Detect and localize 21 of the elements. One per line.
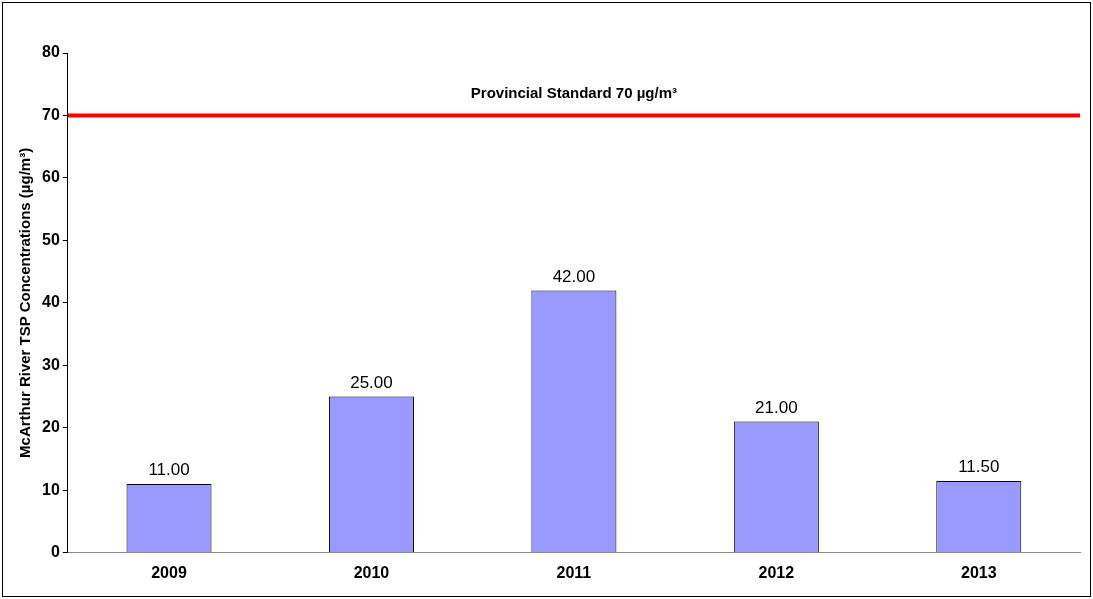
y-tick-label: 70 — [42, 105, 60, 123]
x-tick-label: 2012 — [758, 563, 795, 581]
x-tick-label: 2013 — [960, 563, 997, 581]
data-label: 25.00 — [350, 372, 393, 392]
x-tick-label: 2010 — [353, 563, 390, 581]
y-tick-label: 10 — [42, 480, 60, 498]
data-label: 42.00 — [552, 266, 596, 286]
x-tick-label: 2011 — [556, 563, 592, 581]
data-label: 11.50 — [958, 457, 1000, 477]
y-tick-label: 20 — [42, 418, 60, 436]
y-tick-label: 30 — [42, 355, 60, 373]
ref-line-label: Provincial Standard 70 µg/m³ — [470, 84, 677, 102]
y-tick-label: 80 — [42, 43, 60, 61]
y-tick-label: 50 — [42, 230, 60, 248]
data-label: 11.00 — [148, 460, 190, 480]
x-tick-label: 2009 — [151, 563, 187, 581]
y-tick-label: 0 — [50, 543, 60, 561]
y-axis-title: McArthur River TSP Concentrations (µg/m³) — [16, 147, 34, 458]
y-tick-label: 60 — [42, 168, 60, 186]
data-label: 21.00 — [755, 397, 798, 417]
y-tick-label: 40 — [42, 293, 60, 311]
